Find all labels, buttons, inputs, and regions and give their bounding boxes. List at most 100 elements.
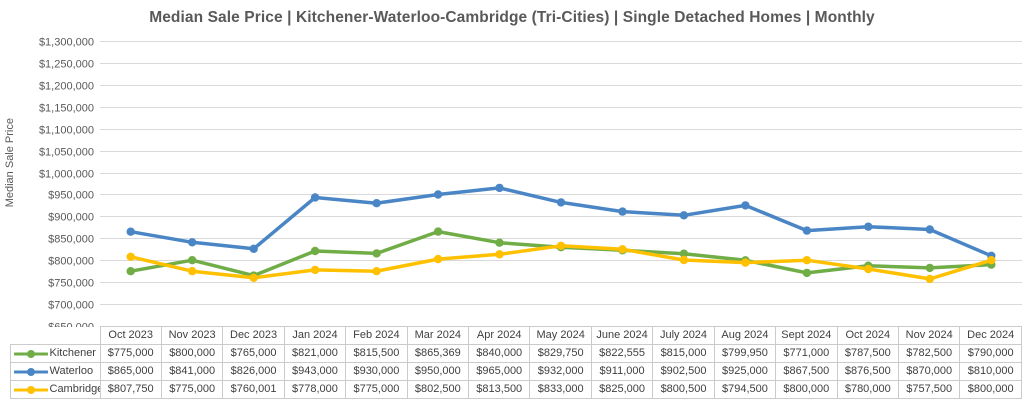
table-cell: $965,000 (468, 362, 531, 381)
table-cell: $807,750 (99, 380, 162, 399)
y-axis-tick-label: $1,100,000 (39, 125, 94, 137)
y-axis-tick-label: $1,200,000 (39, 81, 94, 93)
table-cell: $825,000 (590, 380, 654, 399)
data-point-marker-cambridge (802, 256, 812, 265)
data-point-marker-cambridge (925, 274, 934, 284)
table-cell: $841,000 (160, 362, 224, 381)
data-point-marker-kitchener (188, 256, 197, 265)
corner-spacer (0, 326, 10, 345)
y-axis-tick-label: $1,000,000 (39, 169, 94, 181)
data-point-marker-cambridge (495, 250, 504, 259)
data-point-marker-kitchener (925, 263, 934, 273)
data-point-marker-waterloo (864, 222, 873, 231)
table-row-waterloo: Waterloo $865,000 $841,000 $826,000 $943,000… (0, 362, 1022, 381)
table-cell: $800,000 (160, 344, 224, 363)
data-point-marker-cambridge (864, 264, 873, 274)
table-cell: $780,000 (836, 380, 899, 399)
table-cell: $950,000 (406, 362, 470, 381)
data-point-marker-waterloo (618, 207, 627, 216)
corner-cell (10, 326, 100, 345)
table-cell: $911,000 (590, 362, 654, 381)
table-cell: $876,500 (836, 362, 899, 381)
table-cell: $787,500 (836, 344, 899, 363)
table-cell: $829,750 (529, 344, 592, 363)
data-point-marker-cambridge (987, 256, 996, 265)
data-point-marker-kitchener (310, 246, 320, 256)
data-point-marker-cambridge (556, 241, 566, 250)
data-table: Oct 2023 Nov 2023 Dec 2023 Jan 2024 Feb 2024… (0, 326, 1022, 399)
data-point-marker-cambridge (679, 255, 689, 265)
legend-label: Waterloo (49, 365, 94, 377)
data-point-marker-kitchener (802, 268, 812, 278)
row-spacer (0, 380, 10, 399)
legend-inner: Kitchener (11, 348, 99, 359)
data-point-marker-cambridge (741, 258, 750, 267)
table-cell: $865,369 (406, 344, 470, 363)
table-cell: $925,000 (713, 362, 777, 381)
data-point-marker-cambridge (310, 265, 320, 275)
table-cell: $815,000 (652, 344, 715, 363)
table-cell: $778,000 (283, 380, 347, 399)
y-axis-tick-label: $1,150,000 (39, 103, 94, 115)
table-cell: $800,000 (775, 380, 838, 399)
y-axis-tick-label: $850,000 (48, 234, 94, 246)
legend-inner: Cambridge (11, 383, 100, 395)
data-point-marker-kitchener (372, 249, 381, 258)
data-point-marker-waterloo (188, 238, 197, 247)
table-cell: $771,000 (775, 344, 838, 363)
table-cell: $826,000 (222, 362, 285, 381)
table-cell: $822,555 (590, 344, 654, 363)
data-point-marker-kitchener (433, 227, 443, 236)
data-point-marker-waterloo (433, 190, 443, 199)
data-point-marker-waterloo (802, 226, 812, 235)
table-cell: $930,000 (345, 362, 408, 381)
table-cell: $757,500 (897, 380, 961, 399)
y-axis-tick-label: $900,000 (48, 212, 94, 224)
legend-item-waterloo: Waterloo (9, 362, 101, 381)
column-header: Jan 2024 (283, 326, 347, 345)
table-cell: $867,500 (775, 362, 838, 381)
data-point-marker-waterloo (679, 211, 689, 220)
column-header: Oct 2023 (99, 326, 162, 345)
data-point-marker-cambridge (188, 267, 197, 276)
data-point-marker-kitchener (495, 238, 504, 247)
column-header: June 2024 (590, 326, 654, 345)
table-cell: $790,000 (959, 344, 1022, 363)
table-cell: $799,950 (713, 344, 777, 363)
data-point-marker-waterloo (925, 225, 934, 234)
data-point-marker-cambridge (433, 254, 443, 264)
legend-item-kitchener: Kitchener (9, 344, 101, 363)
column-header: Sept 2024 (775, 326, 838, 345)
data-point-marker-cambridge (126, 252, 135, 261)
column-header: Dec 2024 (959, 326, 1022, 345)
table-cell: $802,500 (406, 380, 470, 399)
table-cell: $775,000 (345, 380, 408, 399)
legend-label: Cambridge (49, 383, 100, 395)
column-header: Mar 2024 (406, 326, 470, 345)
data-point-marker-waterloo (310, 193, 320, 202)
column-header: Nov 2024 (897, 326, 961, 345)
data-point-marker-waterloo (372, 199, 381, 208)
y-axis-tick-label: $1,250,000 (39, 59, 94, 71)
table-cell: $800,000 (959, 380, 1022, 399)
row-spacer (0, 344, 10, 363)
table-header-row: Oct 2023 Nov 2023 Dec 2023 Jan 2024 Feb 2024… (0, 326, 1022, 345)
data-point-marker-waterloo (126, 227, 135, 236)
chart-title: Median Sale Price | Kitchener-Waterloo-C… (149, 9, 875, 26)
y-axis-tick-label: $700,000 (48, 300, 94, 312)
data-point-marker-waterloo (249, 244, 258, 253)
table-cell: $775,000 (99, 344, 162, 363)
table-cell: $833,000 (529, 380, 592, 399)
y-axis-tick-label: $1,050,000 (39, 147, 94, 159)
table-row-cambridge: Cambridge $807,750 $775,000 $760,001 $778,00… (0, 380, 1022, 399)
table-cell: $865,000 (99, 362, 162, 381)
table-cell: $800,500 (652, 380, 715, 399)
table-cell: $902,500 (652, 362, 715, 381)
legend-line-marker-icon (13, 367, 48, 376)
y-axis-tick-label: $1,300,000 (39, 37, 94, 49)
legend-line-marker-icon (13, 349, 48, 358)
table-cell: $813,500 (468, 380, 531, 399)
legend-item-cambridge: Cambridge (9, 380, 101, 399)
table-cell: $765,000 (222, 344, 285, 363)
